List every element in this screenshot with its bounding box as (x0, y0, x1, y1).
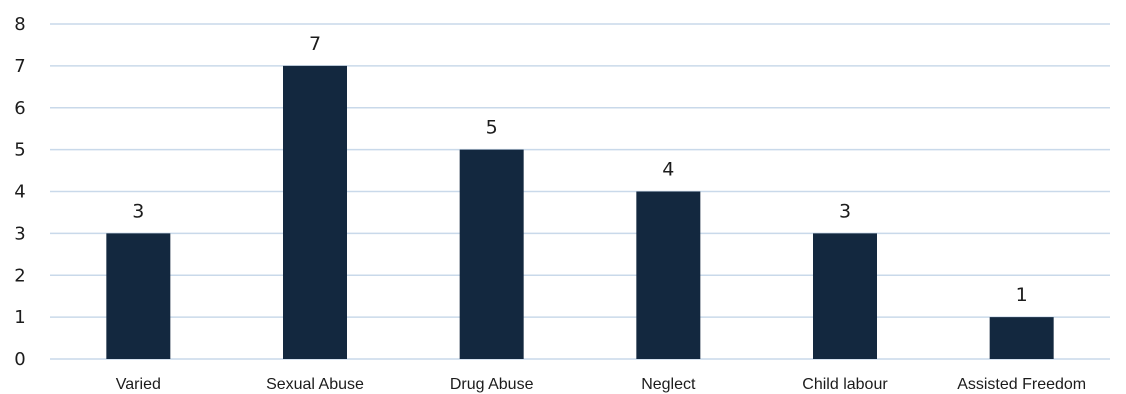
bar (813, 233, 877, 359)
y-tick-label: 4 (14, 182, 25, 203)
bar (459, 149, 524, 359)
x-tick-label: Drug Abuse (450, 376, 534, 393)
bar (636, 191, 701, 359)
data-label: 3 (839, 200, 851, 222)
y-tick-label: 0 (14, 349, 25, 370)
y-axis-ticks: 0 1 2 3 4 5 6 7 8 (14, 14, 25, 370)
data-labels: 3 7 5 4 3 1 (132, 33, 1027, 306)
bars (106, 65, 1054, 359)
x-tick-label: Varied (116, 376, 161, 393)
y-tick-label: 3 (14, 223, 25, 244)
y-tick-label: 7 (14, 56, 25, 77)
x-tick-label: Neglect (641, 376, 696, 393)
gridlines (50, 23, 1110, 360)
x-tick-label: Sexual Abuse (266, 376, 364, 393)
y-tick-label: 1 (14, 307, 25, 328)
bar (106, 233, 171, 359)
data-label: 3 (132, 200, 144, 222)
x-tick-label: Assisted Freedom (957, 376, 1086, 393)
bar (989, 317, 1054, 359)
data-label: 7 (309, 33, 321, 55)
y-tick-label: 8 (14, 14, 25, 35)
data-label: 1 (1016, 284, 1028, 306)
x-tick-label: Child labour (802, 376, 888, 393)
y-tick-label: 5 (14, 140, 25, 161)
data-label: 4 (662, 159, 674, 181)
y-tick-label: 6 (14, 98, 25, 119)
bar (283, 65, 347, 359)
y-tick-label: 2 (14, 265, 25, 286)
data-label: 5 (486, 117, 498, 139)
x-axis-ticks: Varied Sexual Abuse Drug Abuse Neglect Child… (116, 376, 1086, 393)
